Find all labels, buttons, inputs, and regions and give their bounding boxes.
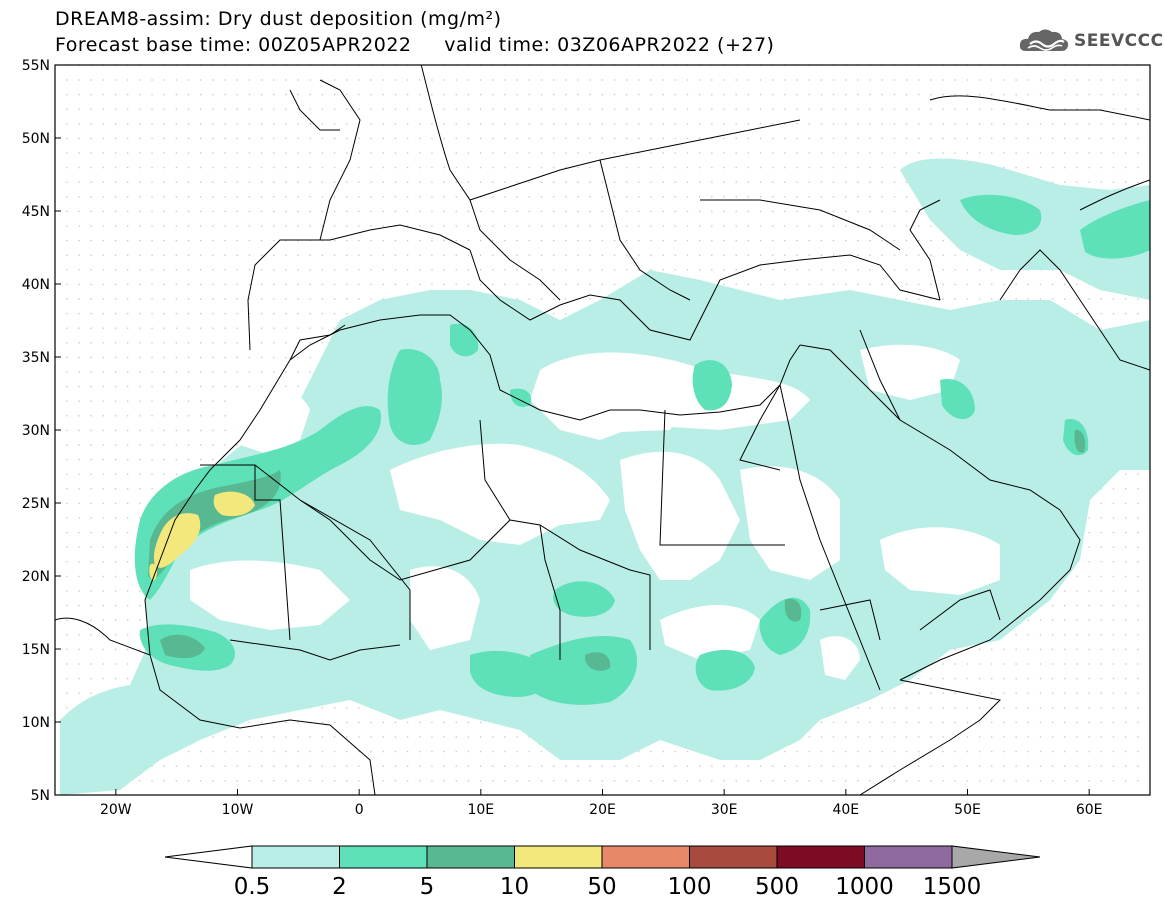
colorbar-label: 10 [500, 874, 529, 900]
coastlines-borders [55, 65, 1150, 795]
longitude-ticks: 20W 10W 0 10E 20E 30E 40E 50E 60E [100, 789, 1103, 818]
lon-tick-label: 60E [1076, 802, 1103, 818]
map-title: DREAM8-assim: Dry dust deposition (mg/m²… [55, 8, 502, 30]
colorbar-segment [339, 845, 428, 869]
dust-free-areas [190, 344, 1000, 680]
colorbar-segment [601, 845, 690, 869]
lon-tick-label: 0 [355, 802, 364, 818]
colorbar-over-arrow [951, 845, 1041, 869]
forecast-time-subtitle: Forecast base time: 00Z05APR2022 valid t… [55, 34, 775, 56]
colorbar-segment [864, 845, 953, 869]
colorbar-segment [776, 845, 865, 869]
lon-tick-label: 40E [832, 802, 859, 818]
lat-tick-label: 10N [22, 715, 50, 731]
lat-tick-label: 35N [22, 350, 50, 366]
colorbar-segment [514, 845, 603, 869]
colorbar-legend: 0.5 2 5 10 50 100 500 1000 1500 [164, 845, 1041, 900]
lon-tick-label: 10E [467, 802, 494, 818]
colorbar-label: 5 [420, 874, 435, 900]
colorbar-segment [426, 845, 515, 869]
colorbar-label: 1500 [923, 874, 982, 900]
lat-tick-label: 55N [22, 58, 50, 74]
lat-tick-label: 25N [22, 496, 50, 512]
lat-tick-label: 30N [22, 423, 50, 439]
colorbar-label: 50 [587, 874, 616, 900]
logo-text: SEEVCCC [1074, 31, 1164, 51]
seevccc-logo: SEEVCCC [1018, 26, 1164, 56]
lon-tick-label: 20W [100, 802, 132, 818]
colorbar-segment [689, 845, 778, 869]
cloud-icon [1019, 29, 1069, 51]
lat-tick-label: 50N [22, 131, 50, 147]
colorbar-under-arrow [164, 845, 253, 869]
lat-tick-label: 15N [22, 642, 50, 658]
lat-tick-label: 40N [22, 277, 50, 293]
latitude-ticks: 55N 50N 45N 40N 35N 30N 25N 20N 15N 10N 5N [22, 58, 61, 804]
colorbar-label: 1000 [835, 874, 894, 900]
lon-tick-label: 50E [954, 802, 981, 818]
dust-level-10-50 [149, 491, 255, 581]
colorbar-label: 100 [668, 874, 712, 900]
colorbar-segment [251, 845, 340, 869]
colorbar-label: 0.5 [234, 874, 271, 900]
lat-tick-label: 20N [22, 569, 50, 585]
lon-tick-label: 10W [222, 802, 254, 818]
lat-tick-label: 5N [31, 788, 50, 804]
colorbar-label: 500 [755, 874, 799, 900]
lat-tick-label: 45N [22, 204, 50, 220]
lon-tick-label: 30E [711, 802, 738, 818]
colorbar-label: 2 [332, 874, 347, 900]
lon-tick-label: 20E [589, 802, 616, 818]
